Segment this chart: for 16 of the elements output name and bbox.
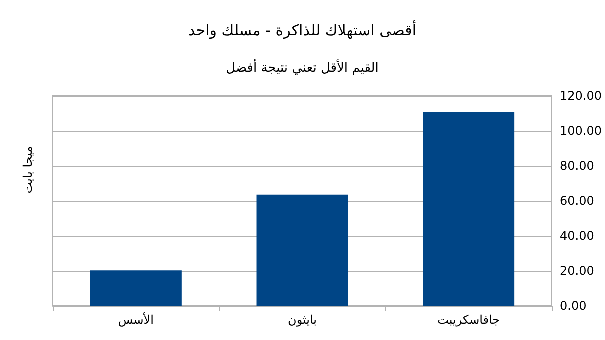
chart-subtitle: القيم الأقل تعني نتيجة أفضل <box>226 59 379 76</box>
y-tick-label: 120.00 <box>560 89 602 103</box>
y-tick-label: 20.00 <box>560 264 594 278</box>
chart-title: أقصى استهلاك للذاكرة - مسلك واحد <box>188 20 417 40</box>
x-tick-label: جافاسكريبت <box>438 313 500 327</box>
bar <box>256 194 348 306</box>
x-tick-label: الأسس <box>118 312 154 327</box>
y-tick-label: 0.00 <box>560 299 587 313</box>
bar <box>423 112 515 306</box>
y-tick-label: 100.00 <box>560 124 602 138</box>
y-tick-label: 80.00 <box>560 159 594 173</box>
y-tick-label: 60.00 <box>560 194 594 208</box>
y-axis-title: ميجا بايت <box>21 146 35 194</box>
y-tick-label: 40.00 <box>560 229 594 243</box>
bar <box>90 270 182 306</box>
x-tick-label: بايثون <box>288 313 317 327</box>
